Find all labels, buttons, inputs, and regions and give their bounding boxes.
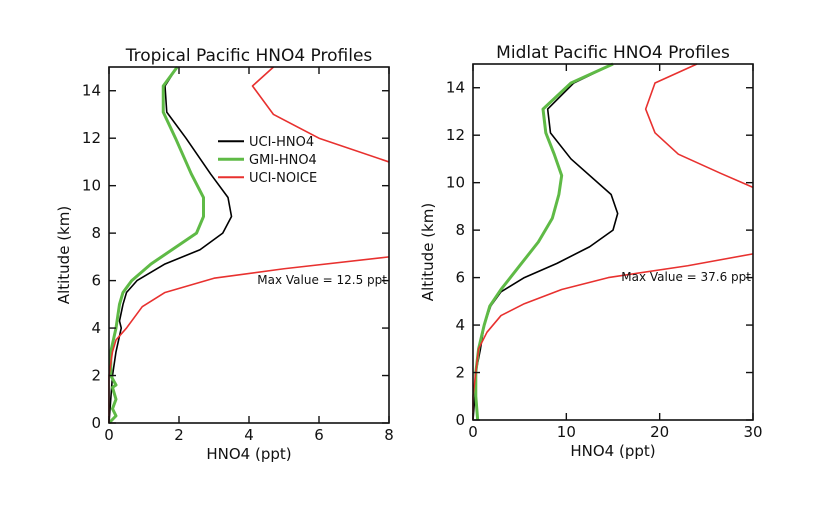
x-axis-label: HNO4 (ppt): [570, 442, 655, 460]
x-tick-label: 2: [174, 426, 184, 444]
series-line-uci-hno4: [108, 66, 233, 424]
plot-1: Midlat Pacific HNO4 Profiles 0 10 20 30 0 2 4 6 8…: [419, 43, 763, 460]
y-tick-label: 0: [455, 411, 465, 429]
series-line-uci-hno4: [472, 63, 619, 421]
y-tick-label: 12: [446, 126, 465, 144]
y-tick-label: 4: [91, 319, 101, 337]
y-tick-label: 14: [82, 82, 101, 100]
y-tick-label: 10: [82, 177, 101, 195]
y-tick-label: 14: [446, 79, 465, 97]
x-axis-label: HNO4 (ppt): [206, 445, 291, 463]
y-tick-label: 4: [455, 316, 465, 334]
chart-title: Tropical Pacific HNO4 Profiles: [125, 46, 373, 66]
x-tick-label: 6: [314, 426, 324, 444]
legend-label: GMI-HNO4: [249, 153, 317, 168]
max-value-annotation: Max Value = 37.6 ppt: [621, 270, 751, 284]
y-tick-label: 10: [446, 174, 465, 192]
y-tick-label: 0: [91, 414, 101, 432]
legend-label: UCI-HNO4: [249, 135, 314, 150]
y-tick-label: 2: [455, 364, 465, 382]
y-tick-label: 12: [82, 129, 101, 147]
y-tick-label: 8: [91, 224, 101, 242]
series-line-uci-noice: [472, 253, 754, 420]
y-axis-label: Altitude (km): [55, 206, 73, 304]
series-line-gmi-hno4: [474, 62, 614, 421]
x-tick-label: 20: [650, 423, 669, 441]
legend-label: UCI-NOICE: [249, 171, 317, 186]
plot-frame: [472, 63, 754, 421]
series-line-gmi-hno4: [107, 66, 205, 425]
series-line-upper-uci-noice: [251, 66, 390, 163]
x-tick-label: 8: [384, 426, 394, 444]
y-tick-label: 6: [91, 272, 101, 290]
y-axis-label: Altitude (km): [419, 203, 437, 301]
plot-0: Tropical Pacific HNO4 Profiles 0 2 4 6 8 0 2 4 6 8…: [55, 46, 394, 463]
series-line-upper-uci-noice: [644, 63, 754, 189]
y-tick-label: 8: [455, 221, 465, 239]
x-tick-label: 4: [244, 426, 254, 444]
x-tick-label: 0: [104, 426, 114, 444]
y-tick-label: 6: [455, 269, 465, 287]
max-value-annotation: Max Value = 12.5 ppt: [257, 273, 387, 287]
chart-title: Midlat Pacific HNO4 Profiles: [496, 43, 730, 63]
x-tick-label: 30: [743, 423, 762, 441]
x-tick-label: 0: [468, 423, 478, 441]
plot-frame: [108, 66, 390, 424]
x-tick-label: 10: [557, 423, 576, 441]
y-tick-label: 2: [91, 367, 101, 385]
